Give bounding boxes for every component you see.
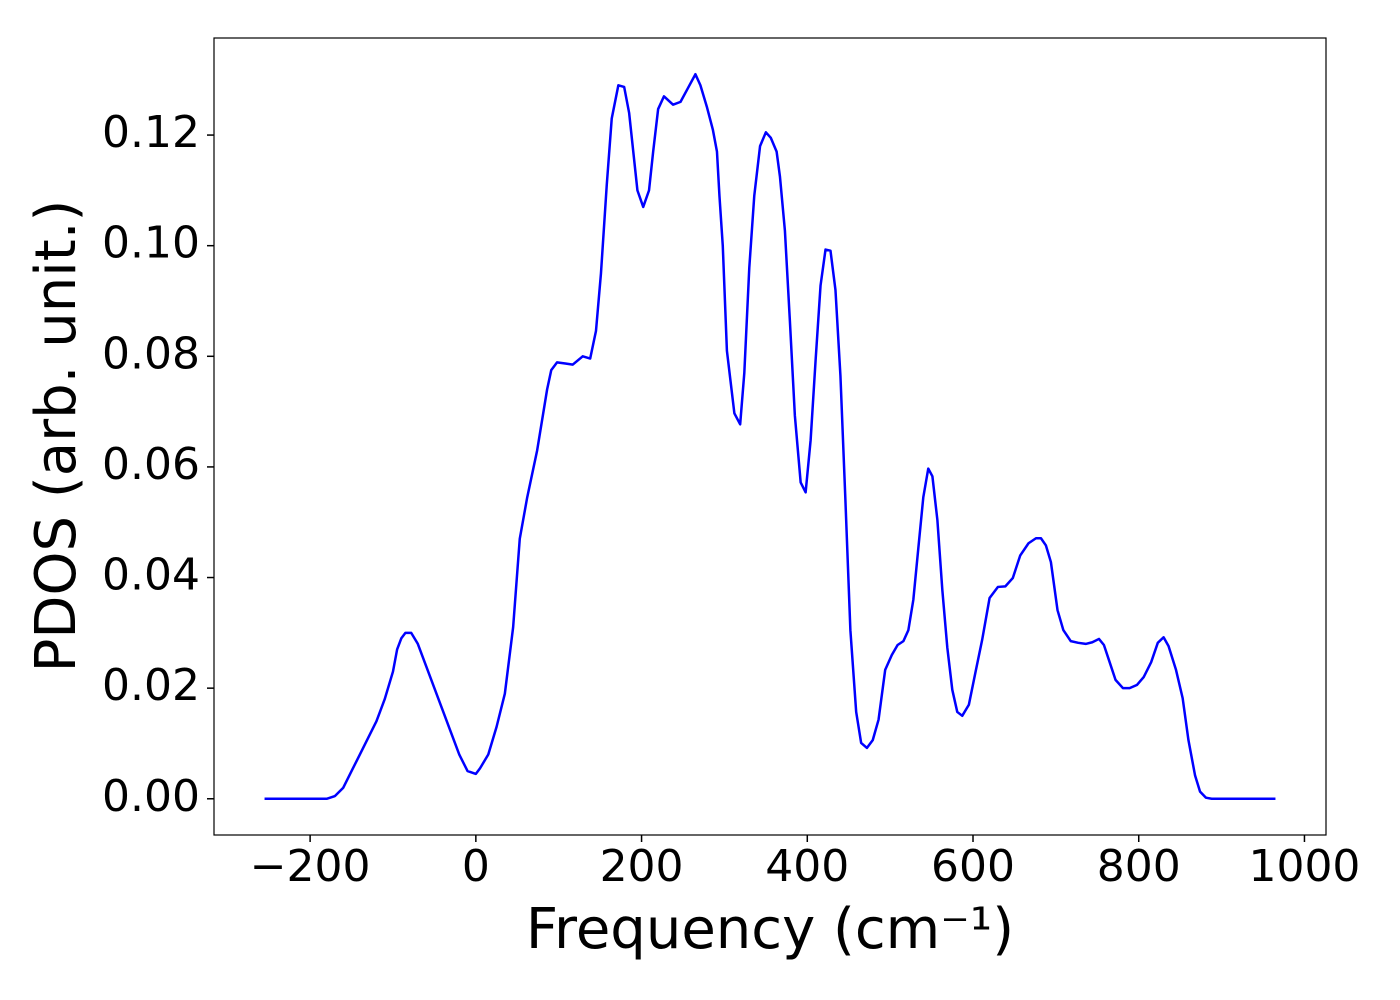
x-tick-label: 800 bbox=[1097, 841, 1181, 892]
y-tick-label: 0.06 bbox=[102, 439, 200, 490]
y-tick-label: 0.08 bbox=[102, 328, 200, 379]
x-tick-label: 1000 bbox=[1248, 841, 1360, 892]
y-tick-label: 0.00 bbox=[102, 771, 200, 822]
plot-frame bbox=[213, 37, 1327, 836]
x-tick-label: 400 bbox=[765, 841, 849, 892]
x-tick-label: 200 bbox=[600, 841, 684, 892]
y-tick-label: 0.10 bbox=[102, 218, 200, 269]
y-tick-label: 0.12 bbox=[102, 107, 200, 158]
x-tick-label: 0 bbox=[462, 841, 490, 892]
y-tick-label: 0.04 bbox=[102, 550, 200, 601]
y-tick-label: 0.02 bbox=[102, 660, 200, 711]
data-line bbox=[264, 72, 1276, 801]
y-axis-label: PDOS (arb. unit.) bbox=[24, 200, 89, 673]
x-axis-label: Frequency (cm⁻¹) bbox=[526, 897, 1014, 962]
x-tick-label: 600 bbox=[931, 841, 1015, 892]
x-tick-label: −200 bbox=[250, 841, 371, 892]
